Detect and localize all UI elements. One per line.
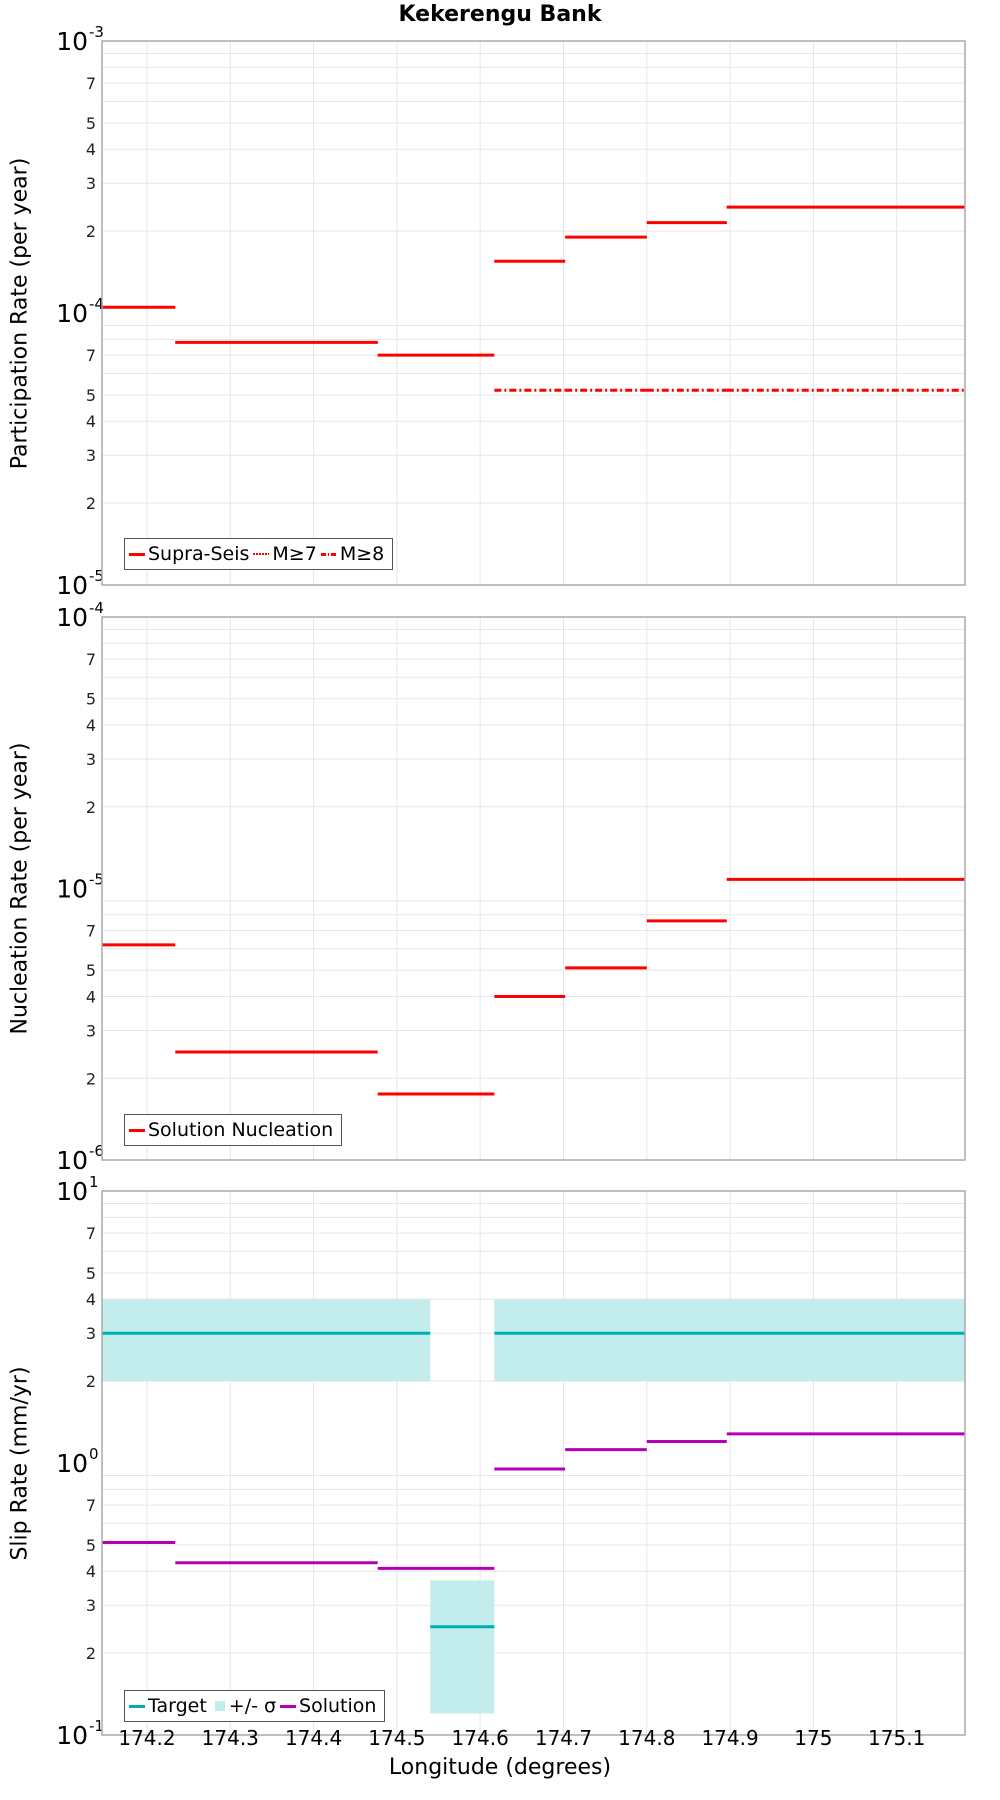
y-decade-exponent: 0 (89, 1445, 99, 1463)
y-decade-exponent: -4 (89, 295, 104, 313)
sigma-band (102, 1299, 431, 1382)
y-decade-label: 10 (56, 1177, 88, 1206)
y-tick-label: 7 (86, 1496, 96, 1515)
y-decade-label: 10 (56, 875, 88, 904)
plot-frame (101, 40, 966, 586)
x-tick-label: 175 (794, 1726, 832, 1750)
y-decade-exponent: -5 (89, 567, 104, 585)
legend-item-m8: M≥8 (320, 539, 384, 569)
y-decade-label: 10 (56, 571, 88, 600)
y-tick-label: 5 (86, 1264, 96, 1283)
y-decade-label: 10 (56, 27, 88, 56)
target-line-swatch-icon (129, 1704, 145, 1708)
y-decade-exponent: -4 (89, 599, 104, 617)
y-tick-label: 2 (86, 494, 96, 513)
y-tick-label: 4 (86, 716, 96, 735)
y-tick-label: 5 (86, 961, 96, 980)
y-tick-label: 3 (86, 1596, 96, 1615)
nucleation-legend: Solution Nucleation (124, 1114, 343, 1146)
dashdot-line-swatch-icon (320, 552, 337, 556)
plot-frame (101, 1190, 966, 1736)
legend-item-target: Target (129, 1691, 207, 1721)
solid-line-swatch-icon (129, 1128, 145, 1132)
x-tick-label: 174.3 (202, 1726, 259, 1750)
y-tick-label: 2 (86, 1644, 96, 1663)
legend-item-sigma: +/- σ (211, 1691, 276, 1721)
y-tick-label: 7 (86, 922, 96, 941)
y-decade-label: 10 (56, 1146, 88, 1175)
y-decade-exponent: -6 (89, 1142, 104, 1160)
sigma-band (494, 1299, 965, 1382)
y-tick-label: 4 (86, 140, 96, 159)
sigma-band (430, 1580, 495, 1714)
y-tick-label: 3 (86, 174, 96, 193)
slip-rate-legend: Target +/- σ Solution (124, 1690, 386, 1722)
x-axis-label: Longitude (degrees) (388, 1755, 612, 1780)
solution-line-swatch-icon (280, 1704, 297, 1708)
x-tick-label: 174.4 (285, 1726, 342, 1750)
legend-item-solution: Solution (280, 1691, 376, 1721)
y-tick-label: 2 (86, 1069, 96, 1088)
nucleation-rate-axis-label: Nucleation Rate (per year) (7, 742, 33, 1034)
y-tick-label: 7 (86, 650, 96, 669)
y-decade-label: 10 (56, 299, 88, 328)
y-tick-label: 7 (86, 74, 96, 93)
legend-item-m7: M≥7 (253, 539, 317, 569)
y-tick-label: 4 (86, 988, 96, 1007)
chart-title: Kekerengu Bank (398, 2, 602, 27)
y-tick-label: 7 (86, 1224, 96, 1243)
y-tick-label: 3 (86, 1324, 96, 1343)
slip-rate-axis-label: Slip Rate (mm/yr) (7, 1365, 33, 1561)
y-tick-label: 7 (86, 346, 96, 365)
y-tick-label: 3 (86, 446, 96, 465)
legend-item-solution-nucleation: Solution Nucleation (129, 1115, 333, 1145)
legend-item-supra-seis: Supra-Seis (129, 539, 249, 569)
y-tick-label: 3 (86, 750, 96, 769)
y-tick-label: 5 (86, 1536, 96, 1555)
y-decade-exponent: 1 (89, 1173, 99, 1191)
x-tick-label: 175.1 (868, 1726, 925, 1750)
y-decade-exponent: -1 (89, 1717, 104, 1735)
y-tick-label: 4 (86, 1290, 96, 1309)
x-tick-label: 174.2 (118, 1726, 175, 1750)
y-tick-label: 4 (86, 412, 96, 431)
y-tick-label: 2 (86, 1372, 96, 1391)
y-decade-exponent: -3 (89, 23, 104, 41)
y-tick-label: 2 (86, 222, 96, 241)
x-tick-label: 174.9 (701, 1726, 758, 1750)
y-decade-label: 10 (56, 1721, 88, 1750)
x-tick-label: 174.6 (452, 1726, 509, 1750)
participation-legend: Supra-Seis M≥7 M≥8 (124, 538, 394, 570)
y-tick-label: 4 (86, 1562, 96, 1581)
dotted-line-swatch-icon (253, 553, 270, 555)
x-tick-label: 174.8 (618, 1726, 675, 1750)
plot-frame (101, 616, 966, 1161)
solid-line-swatch-icon (129, 552, 145, 556)
y-tick-label: 3 (86, 1021, 96, 1040)
y-tick-label: 2 (86, 798, 96, 817)
y-tick-label: 5 (86, 690, 96, 709)
x-tick-label: 174.5 (368, 1726, 425, 1750)
y-decade-label: 10 (56, 1449, 88, 1478)
y-tick-label: 5 (86, 386, 96, 405)
sigma-band-swatch-icon (214, 1701, 225, 1711)
y-decade-exponent: -5 (89, 871, 104, 889)
y-tick-label: 5 (86, 114, 96, 133)
x-tick-label: 174.7 (535, 1726, 592, 1750)
y-decade-label: 10 (56, 603, 88, 632)
participation-rate-axis-label: Participation Rate (per year) (7, 157, 33, 469)
